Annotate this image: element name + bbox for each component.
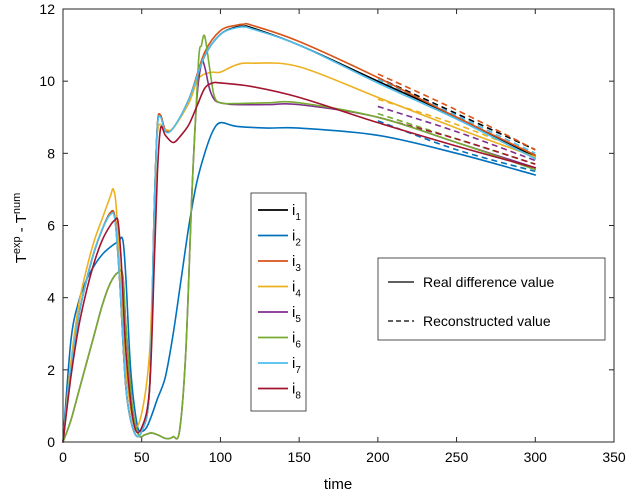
legend-label-i4: i4 (292, 279, 301, 300)
series-legend: i1 i2 i3 i4 i5 i6 i7 i8 (250, 192, 307, 412)
y-tick-label-0: 0 (47, 434, 55, 450)
x-tick-label-7: 350 (602, 449, 626, 465)
x-tick-label-6: 300 (524, 449, 548, 465)
x-tick-label-5: 250 (445, 449, 469, 465)
y-label-mid: - T (13, 214, 30, 236)
legend-reconstructed-label: Reconstructed value (423, 313, 551, 329)
x-tick-label-4: 200 (366, 449, 390, 465)
plot-frame (62, 8, 615, 443)
reconstructed-line-i5 (377, 105, 536, 162)
y-tick-label-6: 12 (39, 1, 55, 17)
y-label-sup-exp: exp (11, 236, 23, 254)
reconstructed-line-i3 (377, 73, 536, 151)
legend-label-i6: i6 (292, 330, 301, 351)
legend-label-i1: i1 (292, 202, 301, 223)
style-legend-box (377, 257, 606, 341)
series-legend-box (250, 192, 307, 412)
tick-labels: 0 50 100 150 200 250 300 350 0 2 4 6 8 10 12 (39, 1, 625, 465)
axis-ticks (62, 8, 615, 443)
series-line-i8 (62, 81, 537, 443)
y-tick-label-4: 8 (47, 145, 55, 161)
series-line-i6 (62, 34, 537, 443)
y-tick-label-3: 6 (47, 218, 55, 234)
style-legend: Real difference value Reconstructed valu… (377, 257, 606, 341)
reconstructed-line-i1 (377, 76, 536, 151)
x-tick-label-0: 0 (59, 449, 67, 465)
reconstructed-line-i2 (377, 120, 536, 173)
y-axis-label: Texp - Tnum (11, 193, 30, 264)
reconstructed-line-i4 (377, 98, 536, 156)
y-tick-label-2: 4 (47, 290, 55, 306)
x-tick-label-2: 100 (209, 449, 233, 465)
legend-label-i3: i3 (292, 253, 301, 274)
y-label-sup-num: num (11, 193, 23, 214)
reconstructed-line-i8 (377, 116, 536, 165)
y-label-base: T (13, 254, 30, 263)
legend-label-i2: i2 (292, 228, 301, 249)
reconstructed-line-i7 (377, 78, 536, 155)
x-tick-label-3: 150 (287, 449, 311, 465)
series-line-i2 (62, 121, 537, 443)
legend-label-i8: i8 (292, 381, 301, 402)
y-tick-label-1: 2 (47, 362, 55, 378)
legend-label-i5: i5 (292, 304, 301, 325)
x-axis-label: time (324, 476, 352, 493)
legend-label-i7: i7 (292, 355, 301, 376)
x-tick-label-1: 50 (134, 449, 150, 465)
series-line-i7 (62, 26, 537, 443)
series-lines (62, 22, 537, 443)
legend-real-label: Real difference value (423, 274, 554, 290)
y-tick-label-5: 10 (39, 73, 55, 89)
